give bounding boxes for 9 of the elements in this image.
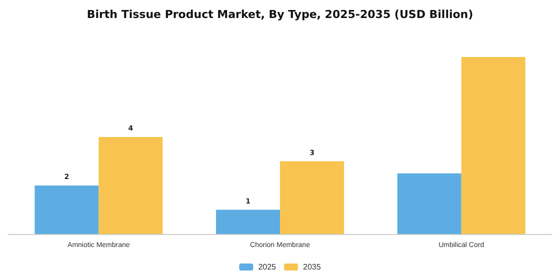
bar bbox=[34, 186, 99, 234]
bar bbox=[461, 56, 526, 234]
legend-label: 2035 bbox=[303, 262, 322, 272]
bar bbox=[397, 173, 462, 234]
legend-label: 2025 bbox=[258, 262, 277, 272]
bar bbox=[216, 210, 280, 234]
bar bbox=[280, 161, 344, 234]
bar bbox=[98, 137, 163, 234]
chart-title: Birth Tissue Product Market, By Type, 2025-2035 (USD Billion) bbox=[86, 8, 474, 21]
